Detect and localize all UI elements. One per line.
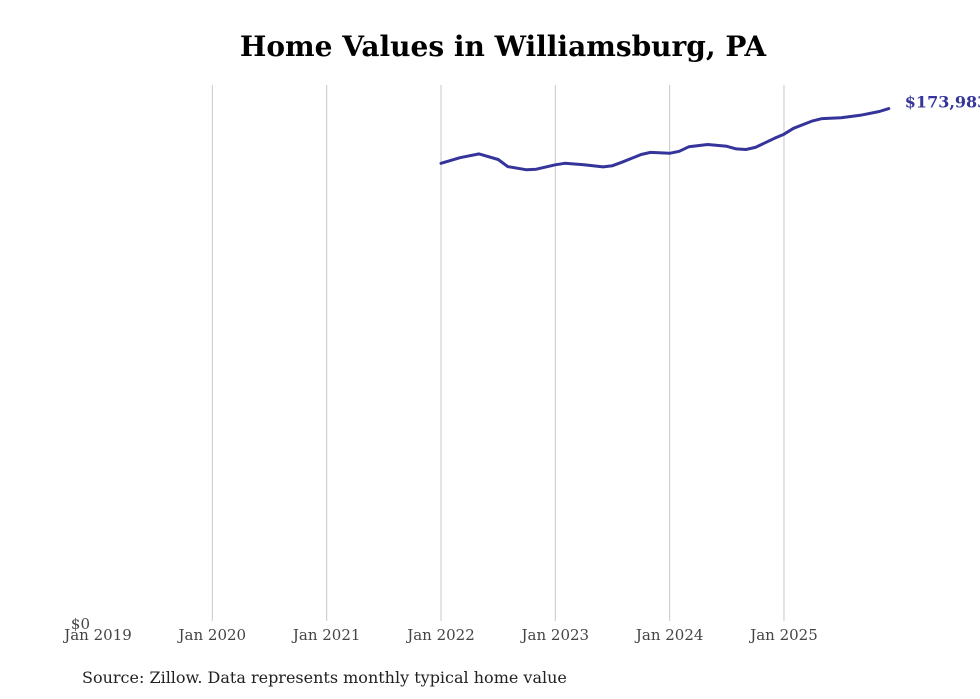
x-tick-label: Jan 2024 (634, 626, 704, 644)
end-value-label: $173,983 (905, 93, 980, 112)
x-axis-ticks: Jan 2019 Jan 2020 Jan 2021 Jan 2022 Jan 2023… (62, 626, 818, 644)
x-tick-label: Jan 2019 (62, 626, 132, 644)
series-group (439, 107, 891, 172)
series-line (439, 107, 891, 172)
x-tick-label: Jan 2020 (177, 626, 247, 644)
x-tick-label: Jan 2022 (405, 626, 475, 644)
chart-source-note: Source: Zillow. Data represents monthly … (82, 668, 567, 687)
x-tick-label: Jan 2023 (520, 626, 590, 644)
gridlines (211, 85, 785, 621)
chart-title: Home Values in Williamsburg, PA (239, 30, 767, 63)
x-tick-label: Jan 2025 (748, 626, 818, 644)
x-tick-label: Jan 2021 (291, 626, 361, 644)
y-axis-zero-label: $0 (71, 615, 90, 633)
